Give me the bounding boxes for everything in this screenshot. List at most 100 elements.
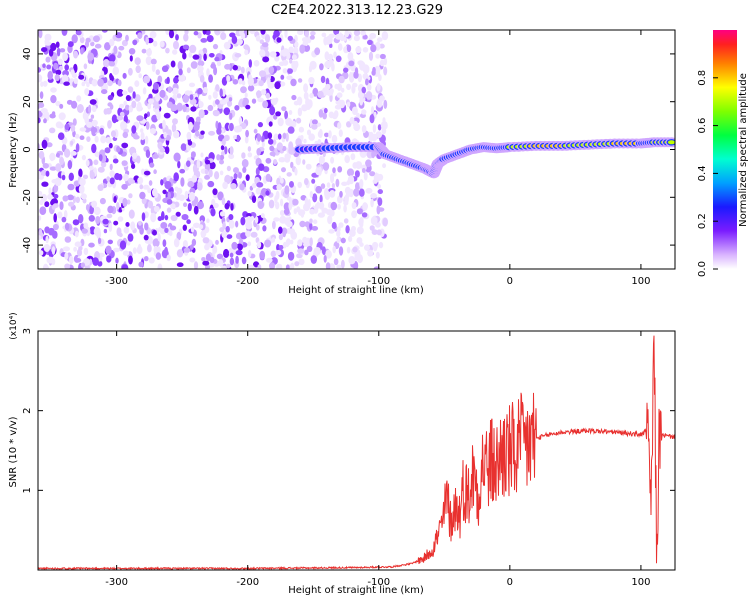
spectrogram-noise-cell [197, 201, 204, 210]
spectrogram-noise-cell [309, 208, 315, 215]
spectrogram-noise-cell [377, 124, 382, 131]
spectrogram-noise-cell [197, 101, 204, 108]
spectrogram-noise-cell [348, 189, 354, 198]
spectrogram-noise-cell [61, 74, 69, 84]
spectrogram-noise-cell [208, 94, 212, 100]
spectrogram-noise-cell [275, 111, 281, 117]
spectrogram-noise-cell [289, 228, 296, 236]
spectrogram-noise-cell [144, 222, 149, 231]
spectrogram-noise-cell [338, 246, 344, 256]
spectrogram-noise-cell [106, 213, 113, 219]
spectrogram-noise-cell [172, 49, 178, 55]
spectrogram-noise-cell [90, 127, 98, 134]
spectrogram-noise-cell [357, 90, 365, 99]
spectrogram-noise-cell [42, 63, 46, 68]
spectrogram-noise-cell [136, 155, 141, 164]
spectrogram-noise-cell [322, 112, 327, 120]
spectrogram-noise-cell [366, 84, 372, 91]
spectrogram-noise-cell [141, 48, 147, 54]
spectrogram-noise-cell [375, 53, 381, 59]
spectrogram-noise-cell [279, 215, 287, 224]
spectrogram-noise-cell [376, 83, 381, 92]
spectrogram-noise-cell [357, 60, 364, 66]
spectrogram-noise-cell [359, 242, 364, 247]
snr-xtick-label: -200 [236, 577, 259, 588]
spectrogram-noise-cell [40, 81, 44, 87]
spectrogram-noise-cell [238, 78, 243, 85]
spectrogram-noise-cell [207, 104, 214, 112]
spectrogram-noise-cell [38, 110, 43, 118]
spectrogram-noise-cell [81, 154, 86, 161]
spectrogram-noise-cell [119, 111, 125, 117]
spectrogram-noise-cell [145, 121, 150, 130]
spectrogram-noise-cell [188, 52, 193, 58]
spectrogram-xtick-label: 100 [631, 276, 650, 287]
spectrogram-noise-cell [333, 258, 339, 266]
spectrogram-noise-cell [99, 127, 105, 135]
spectrogram-noise-cell [285, 132, 289, 142]
spectrogram-noise-cell [290, 262, 295, 269]
spectrogram-noise-cell [309, 218, 313, 224]
spectrogram-noise-cell [103, 108, 108, 115]
spectrogram-noise-cell [109, 38, 115, 47]
spectrogram-noise-cell [372, 124, 377, 133]
spectrogram-noise-cell [176, 102, 183, 112]
spectrogram-noise-cell [189, 44, 197, 54]
spectrogram-noise-cell [190, 244, 194, 251]
spectrogram-noise-cell [108, 142, 113, 149]
spectrogram-noise-cell [331, 134, 338, 143]
spectrogram-noise-cell [229, 257, 235, 266]
spectrogram-noise-cell [257, 200, 265, 210]
spectrogram-noise-cell [311, 123, 318, 130]
spectrogram-noise-cell [59, 103, 64, 109]
spectrogram-noise-cell [178, 74, 186, 82]
spectrogram-noise-cell [309, 237, 313, 247]
spectrogram-noise-cell [43, 244, 51, 252]
spectrogram-noise-cell [91, 119, 98, 126]
spectrogram-noise-cell [288, 146, 296, 155]
spectrogram-noise-cell [321, 32, 327, 38]
spectrogram-noise-cell [341, 259, 345, 269]
spectrogram-ytick-label: 20 [22, 95, 33, 108]
spectrogram-noise-cell [44, 33, 52, 42]
spectrogram-ytick-label: 0 [22, 146, 33, 152]
spectrogram-noise-cell [284, 185, 290, 195]
spectrogram-noise-cell [132, 247, 137, 254]
spectrogram-noise-cell [165, 146, 170, 155]
spectrogram-noise-cell [93, 35, 100, 43]
spectrogram-noise-cell [269, 145, 275, 152]
spectrogram-noise-cell [101, 89, 108, 95]
spectrogram-noise-cell [369, 225, 375, 231]
spectrogram-noise-cell [202, 30, 207, 35]
spectrogram-noise-cell [125, 95, 131, 101]
spectrogram-noise-cell [47, 193, 53, 200]
spectrogram-noise-cell [123, 226, 130, 234]
snr-axes: -300 -200 -100 0 100 1 2 3 [22, 328, 675, 588]
spectrogram-noise-cell [206, 35, 214, 43]
spectrogram-noise-cell [100, 161, 107, 168]
spectrogram-noise-cell [311, 62, 316, 69]
spectrogram-noise-cell [272, 139, 277, 145]
spectrogram-noise-cell [113, 247, 120, 253]
spectrogram-noise-cell [162, 119, 166, 129]
spectrogram-noise-cell [164, 181, 172, 190]
spectrogram-noise-cell [346, 83, 352, 91]
spectrogram-noise-cell [369, 114, 375, 124]
spectrogram-noise-cell [300, 211, 305, 218]
spectrogram-noise-cell [329, 43, 333, 48]
spectrogram-noise-cell [45, 235, 49, 244]
spectrogram-noise-cell [49, 152, 55, 162]
spectrogram-noise-cell [310, 255, 317, 264]
spectrogram-noise-cell [247, 146, 252, 152]
spectrogram-noise-cell [58, 65, 63, 71]
spectrogram-noise-cell [121, 39, 128, 47]
spectrogram-noise-cell [220, 145, 225, 151]
spectrogram-noise-cell [195, 116, 201, 123]
spectrogram-noise-cell [239, 30, 243, 36]
spectrogram-noise-cell [117, 79, 122, 87]
spectrogram-noise-cell [182, 94, 190, 104]
spectrogram-noise-cell [318, 109, 324, 118]
spectrogram-noise-cell [90, 114, 95, 119]
spectrogram-noise-cell [353, 188, 360, 197]
spectrogram-noise-cell [377, 37, 383, 42]
